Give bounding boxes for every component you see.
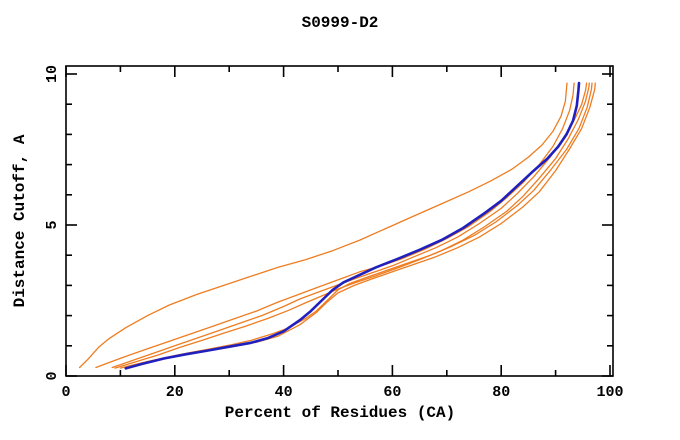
axis-ticks xyxy=(65,66,613,377)
chart-title: S0999-D2 xyxy=(302,14,379,32)
x-tick-label: 60 xyxy=(383,384,401,401)
x-tick-label: 20 xyxy=(166,384,184,401)
curve-blue-highlight xyxy=(124,81,581,370)
x-tick-label: 80 xyxy=(492,384,510,401)
x-tick-label: 100 xyxy=(596,384,623,401)
curve-orange-2 xyxy=(95,82,575,369)
curve-orange-4 xyxy=(114,82,590,369)
x-tick-label: 40 xyxy=(275,384,293,401)
y-tick-label: 5 xyxy=(44,220,61,229)
x-tick-label: 0 xyxy=(61,384,70,401)
y-tick-label: 10 xyxy=(44,65,61,83)
curve-orange-3 xyxy=(111,82,588,369)
plot-frame xyxy=(65,65,614,377)
curve-orange-6 xyxy=(122,82,596,369)
x-axis-label: Percent of Residues (CA) xyxy=(225,404,455,422)
curve-orange-1 xyxy=(78,82,568,369)
curve-series xyxy=(78,81,596,370)
curve-orange-5 xyxy=(119,82,593,369)
axis-tick-labels: 0 20 40 60 80 100 0 5 10 xyxy=(44,65,624,401)
y-tick-label: 0 xyxy=(44,371,61,380)
y-axis-label: Distance Cutoff, A xyxy=(11,134,29,307)
